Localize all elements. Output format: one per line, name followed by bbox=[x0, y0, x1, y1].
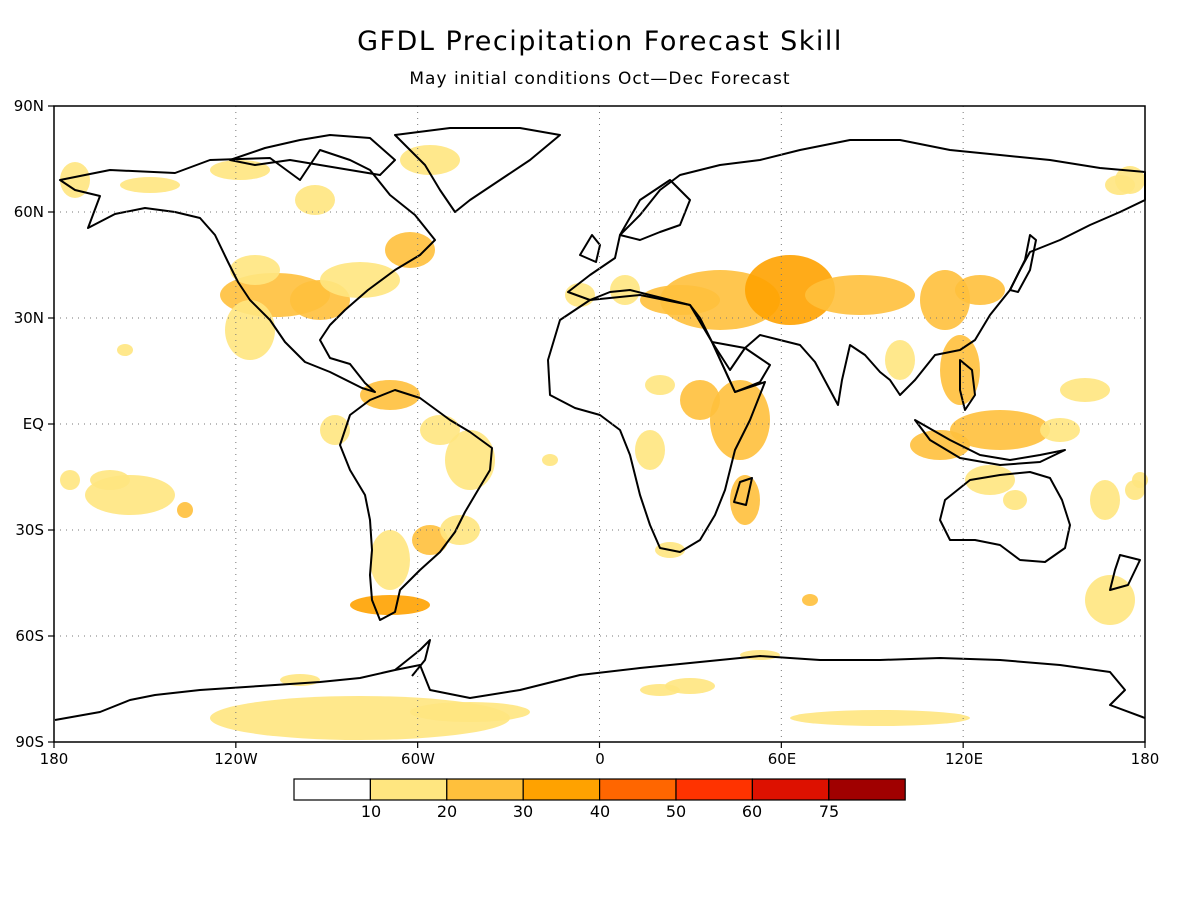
lon-label-60e: 60E bbox=[767, 750, 797, 768]
eurasia-outline bbox=[567, 139, 1146, 406]
skill-patch bbox=[177, 502, 193, 518]
arctic-islands-outline bbox=[229, 134, 396, 176]
skill-patch bbox=[1105, 175, 1135, 195]
skill-patch bbox=[745, 255, 835, 325]
colorbar-swatch bbox=[522, 778, 601, 801]
indonesia-outline bbox=[914, 419, 1066, 466]
skill-patch bbox=[1060, 378, 1110, 402]
lat-label-eq: EQ bbox=[22, 415, 44, 433]
skill-patch bbox=[635, 430, 665, 470]
skill-patch bbox=[410, 702, 530, 722]
lat-label-30s: 30S bbox=[15, 521, 44, 539]
skill-patch bbox=[955, 275, 1005, 305]
skill-patch bbox=[640, 684, 680, 696]
colorbar-label-50: 50 bbox=[665, 802, 687, 821]
skill-patch bbox=[420, 415, 460, 445]
skill-patch bbox=[445, 430, 495, 490]
skill-patch bbox=[60, 470, 80, 490]
skill-patch bbox=[950, 410, 1050, 450]
skill-patch bbox=[120, 177, 180, 193]
colorbar-label-10: 10 bbox=[360, 802, 382, 821]
colorbar-swatch bbox=[828, 778, 906, 801]
skill-patch bbox=[400, 145, 460, 175]
map-grid bbox=[54, 106, 1145, 742]
lon-label-60w: 60W bbox=[401, 750, 435, 768]
british-isles-outline bbox=[579, 234, 601, 263]
skill-patch bbox=[790, 710, 970, 726]
skill-patch bbox=[90, 470, 130, 490]
scandinavia-outline bbox=[619, 179, 691, 241]
colorbar-label-60: 60 bbox=[741, 802, 763, 821]
antarctica-outline bbox=[54, 655, 1146, 721]
colorbar bbox=[293, 778, 906, 801]
philippines-outline bbox=[959, 359, 976, 411]
skill-patch bbox=[542, 454, 558, 466]
colorbar-label-40: 40 bbox=[589, 802, 611, 821]
lat-label-90s: 90S bbox=[15, 733, 44, 751]
colorbar-label-75: 75 bbox=[818, 802, 840, 821]
skill-patch bbox=[295, 185, 335, 215]
north-america-outline bbox=[59, 149, 436, 393]
skill-patch bbox=[965, 465, 1015, 495]
colorbar-swatch bbox=[598, 778, 677, 801]
skill-patch bbox=[1040, 418, 1080, 442]
skill-patch bbox=[1085, 575, 1135, 625]
continent-outlines bbox=[54, 127, 1146, 721]
skill-patch bbox=[350, 595, 430, 615]
skill-patch bbox=[1003, 490, 1027, 510]
lat-label-90n: 90N bbox=[13, 97, 44, 115]
skill-patch bbox=[710, 380, 770, 460]
colorbar-swatch bbox=[751, 778, 830, 801]
skill-patch bbox=[320, 262, 400, 298]
skill-patch bbox=[645, 375, 675, 395]
lat-label-60n: 60N bbox=[13, 203, 44, 221]
greenland-outline bbox=[394, 127, 561, 213]
skill-patch bbox=[385, 232, 435, 268]
skill-patch bbox=[230, 255, 280, 285]
colorbar-swatch bbox=[369, 778, 448, 801]
skill-shading bbox=[60, 145, 1148, 740]
lon-label-180e: 180 bbox=[1130, 750, 1160, 768]
colorbar-swatch bbox=[675, 778, 754, 801]
lon-label-0: 0 bbox=[595, 750, 605, 768]
skill-patch bbox=[805, 275, 915, 315]
lon-label-120w: 120W bbox=[214, 750, 258, 768]
skill-patch bbox=[640, 285, 720, 315]
skill-patch bbox=[680, 380, 720, 420]
lon-label-120e: 120E bbox=[944, 750, 984, 768]
arabia-outline bbox=[711, 341, 771, 393]
lat-label-60s: 60S bbox=[15, 627, 44, 645]
lat-label-30n: 30N bbox=[13, 309, 44, 327]
skill-patch bbox=[1132, 472, 1148, 488]
colorbar-swatch bbox=[293, 778, 372, 801]
antarctic-peninsula-outline bbox=[394, 639, 431, 677]
skill-patch bbox=[360, 380, 420, 410]
skill-patch bbox=[370, 530, 410, 590]
skill-patch bbox=[802, 594, 818, 606]
skill-patch bbox=[885, 340, 915, 380]
skill-patch bbox=[412, 525, 448, 555]
skill-patch bbox=[1090, 480, 1120, 520]
australia-outline bbox=[939, 471, 1071, 563]
lon-label-180w: 180 bbox=[39, 750, 69, 768]
skill-patch bbox=[565, 283, 595, 307]
skill-patch bbox=[117, 344, 133, 356]
japan-outline bbox=[1009, 234, 1037, 293]
skill-patch bbox=[60, 162, 90, 198]
africa-outline bbox=[547, 294, 766, 553]
map-title: GFDL Precipitation Forecast Skill bbox=[357, 26, 843, 57]
south-america-outline bbox=[339, 389, 493, 621]
madagascar-outline bbox=[733, 477, 753, 506]
colorbar-label-30: 30 bbox=[512, 802, 534, 821]
colorbar-label-20: 20 bbox=[436, 802, 458, 821]
skill-patch bbox=[225, 300, 275, 360]
axis-ticks bbox=[48, 105, 1146, 748]
map-subtitle: May initial conditions Oct—Dec Forecast bbox=[409, 69, 791, 89]
new-zealand-outline bbox=[1109, 554, 1141, 591]
colorbar-swatch bbox=[446, 778, 524, 801]
